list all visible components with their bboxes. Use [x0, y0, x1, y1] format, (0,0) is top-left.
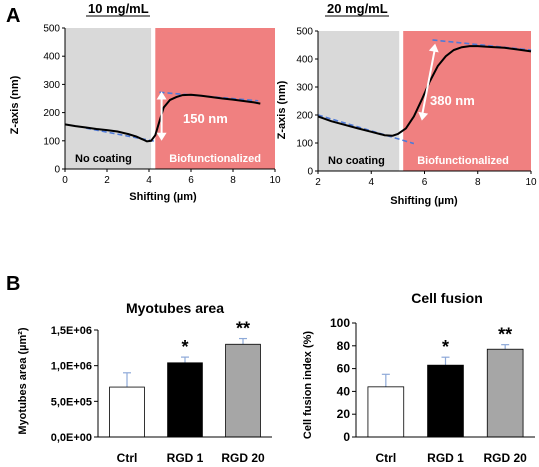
x-tick-label: RGD 20 — [483, 451, 527, 465]
x-tick-label: 6 — [422, 177, 428, 188]
region-label-no-coating: No coating — [328, 155, 385, 167]
y-axis-label: Z-axis (nm) — [276, 80, 288, 139]
arrowhead-top — [428, 43, 439, 53]
step-height-annotation: 150 nm — [183, 111, 228, 126]
significance-marker: * — [181, 337, 188, 357]
arrowhead-top — [156, 91, 167, 100]
y-tick-label: 400 — [296, 55, 313, 66]
y-axis-label: Cell fusion index (%) — [302, 331, 314, 440]
y-tick-label: 300 — [296, 83, 313, 94]
y-tick-label: 5,0E+05 — [51, 396, 92, 408]
significance-marker: * — [442, 337, 449, 357]
bar-rgd-20 — [486, 348, 524, 438]
x-tick-label: 10 — [269, 175, 281, 186]
x-tick-label: 2 — [104, 175, 110, 186]
height-profile-line — [64, 93, 261, 143]
bar-rgd-1 — [427, 364, 464, 438]
region-label-biofunctionalized: Biofunctionalized — [169, 153, 261, 165]
x-tick-label: 2 — [315, 177, 321, 188]
y-tick-label: 300 — [43, 80, 60, 91]
chart-title: 20 mg/mL — [327, 1, 388, 16]
x-tick-label: 10 — [525, 177, 537, 188]
y-tick-label: 80 — [337, 339, 351, 353]
height-profile-chart-20: 20 mg/mL Z-axis (nm) Shifting (µm) No co… — [276, 1, 537, 207]
y-axis-label: Myotubes area (µm²) — [17, 327, 29, 435]
x-tick-label: 4 — [368, 177, 374, 188]
bar-rgd-20 — [225, 343, 261, 438]
y-tick-label: 0 — [54, 165, 60, 176]
y-axis-label: Z-axis (nm) — [9, 75, 21, 134]
bar-chart-cell-fusion: Cell fusion Cell fusion index (%) Ctrl * R… — [302, 290, 535, 465]
bar-rgd-1 — [167, 362, 203, 438]
panel-letter-b: B — [6, 273, 20, 295]
y-tick-label: 200 — [296, 111, 313, 122]
bar-chart-myotubes-area: Myotubes area Myotubes area (µm²) Ctrl * R… — [17, 300, 272, 465]
x-tick-label: Ctrl — [117, 451, 138, 465]
dimension-arrow — [420, 47, 437, 117]
x-tick-label: 4 — [146, 175, 152, 186]
y-tick-label: 20 — [337, 407, 351, 421]
y-tick-label: 200 — [43, 108, 60, 119]
y-tick-label: 0,0E+00 — [51, 432, 92, 444]
chart-title: Cell fusion — [411, 290, 483, 306]
y-tick-label: 40 — [337, 384, 351, 398]
x-tick-label: 8 — [230, 175, 236, 186]
significance-marker: ** — [236, 319, 250, 339]
chart-title: 10 mg/mL — [88, 1, 149, 16]
y-tick-label: 60 — [337, 362, 351, 376]
step-height-annotation: 380 nm — [430, 93, 475, 108]
region-label-biofunctionalized: Biofunctionalized — [417, 155, 509, 167]
region-label-no-coating: No coating — [75, 153, 132, 165]
x-tick-label: 0 — [62, 175, 68, 186]
x-axis-label: Shifting (µm) — [129, 191, 197, 203]
y-tick-label: 0 — [343, 430, 350, 444]
x-tick-label: 6 — [188, 175, 194, 186]
y-tick-label: 500 — [296, 27, 313, 38]
arrowhead-bottom — [418, 111, 429, 121]
significance-marker: ** — [498, 325, 512, 345]
y-tick-label: 500 — [43, 24, 60, 35]
panel-letter-a: A — [6, 5, 20, 27]
arrowhead-bottom — [156, 132, 167, 141]
y-tick-label: 400 — [43, 52, 60, 63]
y-tick-label: 1,0E+06 — [51, 361, 92, 373]
bar-ctrl — [367, 386, 405, 438]
chart-title: Myotubes area — [126, 300, 224, 316]
region-no-coating — [65, 28, 152, 169]
y-tick-label: 100 — [330, 316, 350, 330]
x-tick-label: RGD 1 — [427, 451, 464, 465]
height-profile-chart-10: 10 mg/mL Z-axis (nm) Shifting (µm) No co… — [9, 1, 281, 203]
x-tick-label: RGD 1 — [167, 451, 204, 465]
x-tick-label: RGD 20 — [221, 451, 265, 465]
bar-ctrl — [109, 386, 145, 438]
reference-line — [317, 114, 415, 145]
y-tick-label: 100 — [43, 136, 60, 147]
y-tick-label: 1,5E+06 — [51, 325, 92, 337]
height-profile-line — [317, 45, 532, 137]
x-tick-label: 8 — [475, 177, 481, 188]
x-tick-label: Ctrl — [375, 451, 396, 465]
y-tick-label: 0 — [307, 167, 313, 178]
region-no-coating — [318, 31, 400, 171]
y-tick-label: 100 — [296, 139, 313, 150]
x-axis-label: Shifting (µm) — [390, 195, 458, 207]
